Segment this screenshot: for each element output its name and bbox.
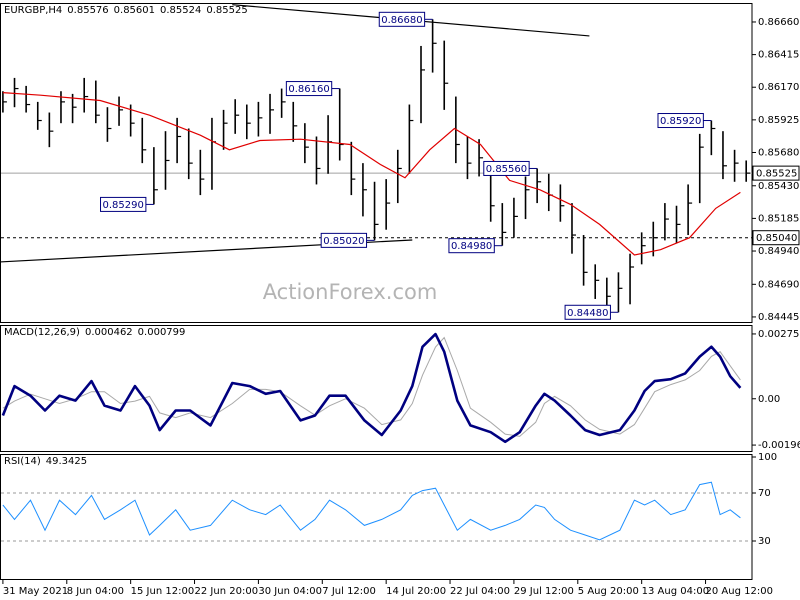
annotation-box [657,113,704,129]
x-tick-label: 30 Jun 04:00 [258,586,322,597]
y-tick-label: 0.86170 [758,82,799,93]
moving-average [2,92,741,256]
y-tick-label: 30 [758,536,771,547]
x-tick-label: 31 May 2021 [3,586,68,597]
x-tick-label: 22 Jul 04:00 [450,586,510,597]
annotation-label: 0.85290 [103,200,144,211]
annotation-box [564,304,611,320]
x-tick-label: 29 Jul 12:00 [514,586,574,597]
annotation-box [100,196,147,212]
annotation-label: 0.85920 [660,116,701,127]
price-label-box [752,230,800,246]
macd-line [1,332,742,444]
x-tick-label: 13 Aug 04:00 [642,586,709,597]
header-value: 0.000799 [137,327,186,338]
y-tick-label: 0.86415 [758,50,799,61]
price-header: EURGBP,H4 0.85576 0.85601 0.85524 0.85525 [4,5,248,17]
annotation-label: 0.85560 [486,164,527,175]
y-tick-label: -0.001968 [758,440,800,451]
x-tick-label: 8 Jun 04:00 [67,586,124,597]
header-value: 0.000462 [84,327,133,338]
annotation-box [320,232,368,248]
annotation-box [378,11,426,27]
price-label-box [752,165,800,181]
y-tick-label: 100 [758,452,777,463]
y-tick-label: 0.85925 [758,115,799,126]
x-tick-label: 14 Jul 20:00 [386,586,446,597]
y-tick-label: 0.84690 [758,279,799,290]
rsi-header: RSI(14) 49.3425 [4,456,87,468]
annotation-label: 0.86680 [381,15,422,26]
x-tick-label: 22 Jun 20:00 [195,586,259,597]
header-value: 0.85525 [206,5,248,16]
watermark: ActionForex.com [263,280,438,304]
annotation-label: 0.84480 [567,308,608,319]
rsi-line [2,481,741,541]
price-label: 0.85040 [756,233,797,244]
y-tick-label: 0.85430 [758,181,799,192]
x-tick-label: 7 Jul 12:00 [322,586,376,597]
header-value: 0.85576 [67,5,109,16]
y-tick-label: 0.85680 [758,147,799,158]
macd-panel-frame [0,325,753,452]
y-tick-label: 70 [758,488,771,499]
y-tick-label: 0.00 [758,394,780,405]
indicator-title: RSI(14) [4,456,41,467]
annotation-box [285,81,333,97]
header-value: 0.85601 [113,5,156,16]
indicator-title: MACD(12,26,9) [4,327,80,338]
y-tick-label: 0.84445 [758,312,799,323]
header-value: 0.85524 [160,5,202,16]
macd-signal-line [2,336,741,437]
annotation-label: 0.84980 [451,241,492,252]
annotation-label: 0.85020 [323,236,364,247]
price-panel-frame [0,3,753,323]
price-label: 0.85525 [756,169,797,180]
macd-header: MACD(12,26,9) 0.000462 0.000799 [4,327,185,339]
y-tick-label: 0.84940 [758,246,799,257]
header-value: 49.3425 [45,456,88,467]
y-tick-label: 0.85185 [758,213,799,224]
symbol: EURGBP,H4 [4,5,63,16]
y-tick-label: 0.86660 [758,17,799,28]
x-tick-label: 20 Aug 12:00 [706,586,773,597]
rsi-panel-frame [0,454,753,580]
annotation-box [448,238,495,254]
x-tick-label: 15 Jun 12:00 [131,586,195,597]
annotation-box [483,160,530,176]
annotation-label: 0.86160 [288,84,329,95]
x-tick-label: 5 Aug 20:00 [578,586,639,597]
y-tick-label: 0.002755 [758,329,800,340]
